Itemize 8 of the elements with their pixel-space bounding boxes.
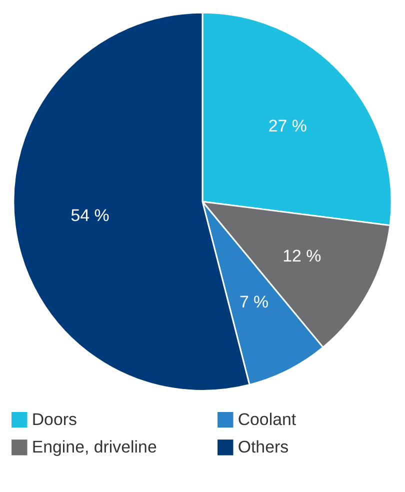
legend-label: Coolant <box>238 410 296 429</box>
legend-label: Engine, driveline <box>32 437 157 456</box>
data-label: 12 % <box>282 246 322 266</box>
data-label: 54 % <box>70 206 110 225</box>
data-label: 7 % <box>239 292 269 312</box>
legend-label: Doors <box>32 410 77 429</box>
legend-label: Others <box>238 437 289 456</box>
data-label: 27 % <box>268 116 307 136</box>
